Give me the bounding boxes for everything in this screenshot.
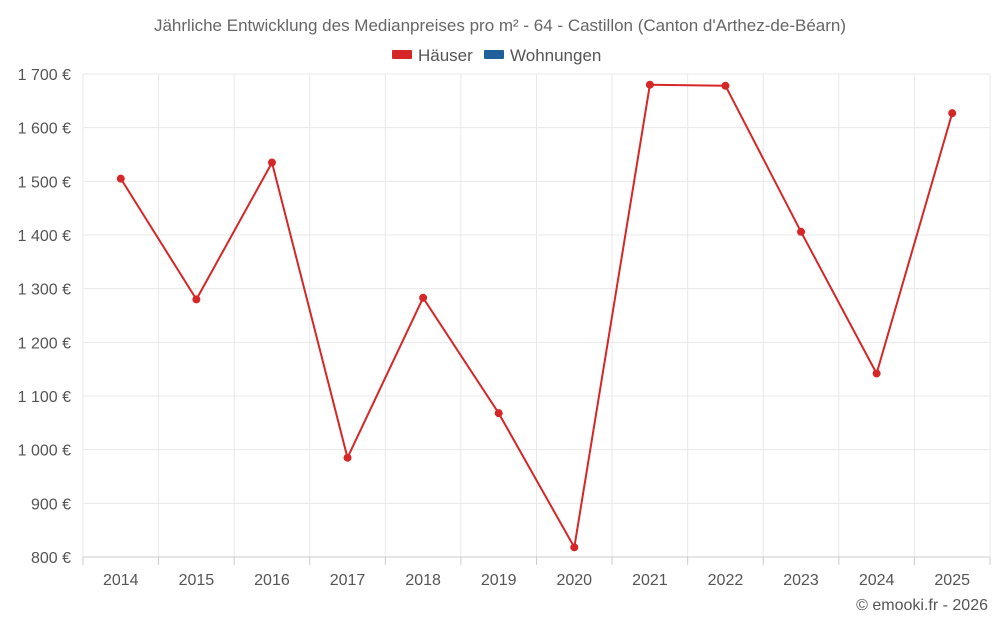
legend-swatch-0[interactable] xyxy=(392,50,412,59)
y-tick-label: 1 400 € xyxy=(18,228,71,245)
data-point[interactable] xyxy=(570,543,579,552)
data-point[interactable] xyxy=(267,158,276,167)
series-line-0 xyxy=(119,83,954,549)
y-tick-label: 1 700 € xyxy=(18,67,71,84)
data-point[interactable] xyxy=(116,174,125,183)
x-tick-label: 2021 xyxy=(632,572,668,589)
data-point[interactable] xyxy=(948,109,957,118)
data-point[interactable] xyxy=(797,227,806,236)
credit-text: © emooki.fr - 2026 xyxy=(856,597,988,614)
data-point[interactable] xyxy=(872,369,881,378)
data-point[interactable] xyxy=(645,80,654,89)
x-tick-label: 2015 xyxy=(179,572,215,589)
y-tick-label: 1 500 € xyxy=(18,174,71,191)
x-tick-label: 2018 xyxy=(405,572,441,589)
y-axis: 800 € 900 € 1 000 € 1 100 € 1 200 € 1 300 € 1 … xyxy=(18,67,71,567)
chart-title: Jährliche Entwicklung des Medianpreises … xyxy=(154,16,846,35)
data-point[interactable] xyxy=(721,81,730,90)
x-tick-label: 2020 xyxy=(556,572,592,589)
y-tick-label: 1 600 € xyxy=(18,121,71,138)
legend-label-0[interactable]: Häuser xyxy=(418,46,473,65)
y-tick-label: 800 € xyxy=(31,550,71,567)
legend-label-1[interactable]: Wohnungen xyxy=(510,46,601,65)
data-point[interactable] xyxy=(192,295,201,304)
y-tick-label: 1 300 € xyxy=(18,282,71,299)
y-tick-label: 1 200 € xyxy=(18,335,71,352)
series-layer xyxy=(116,80,957,552)
y-tick-label: 1 000 € xyxy=(18,443,71,460)
data-point[interactable] xyxy=(419,293,428,302)
x-tick-label: 2014 xyxy=(103,572,139,589)
data-point[interactable] xyxy=(494,409,503,418)
legend-swatch-1[interactable] xyxy=(484,50,504,59)
x-tick-label: 2024 xyxy=(859,572,895,589)
x-tick-label: 2019 xyxy=(481,572,517,589)
x-tick-label: 2023 xyxy=(783,572,819,589)
x-tick-label: 2025 xyxy=(934,572,970,589)
legend: Häuser Wohnungen xyxy=(392,46,601,65)
grid xyxy=(82,73,991,558)
x-tick-label: 2016 xyxy=(254,572,290,589)
y-tick-label: 900 € xyxy=(31,496,71,513)
x-tick-label: 2022 xyxy=(708,572,744,589)
data-point[interactable] xyxy=(343,453,352,462)
x-axis: 2014 2015 2016 2017 2018 2019 2020 2021 2022 2023… xyxy=(82,557,991,589)
y-tick-label: 1 100 € xyxy=(18,389,71,406)
x-tick-label: 2017 xyxy=(330,572,366,589)
